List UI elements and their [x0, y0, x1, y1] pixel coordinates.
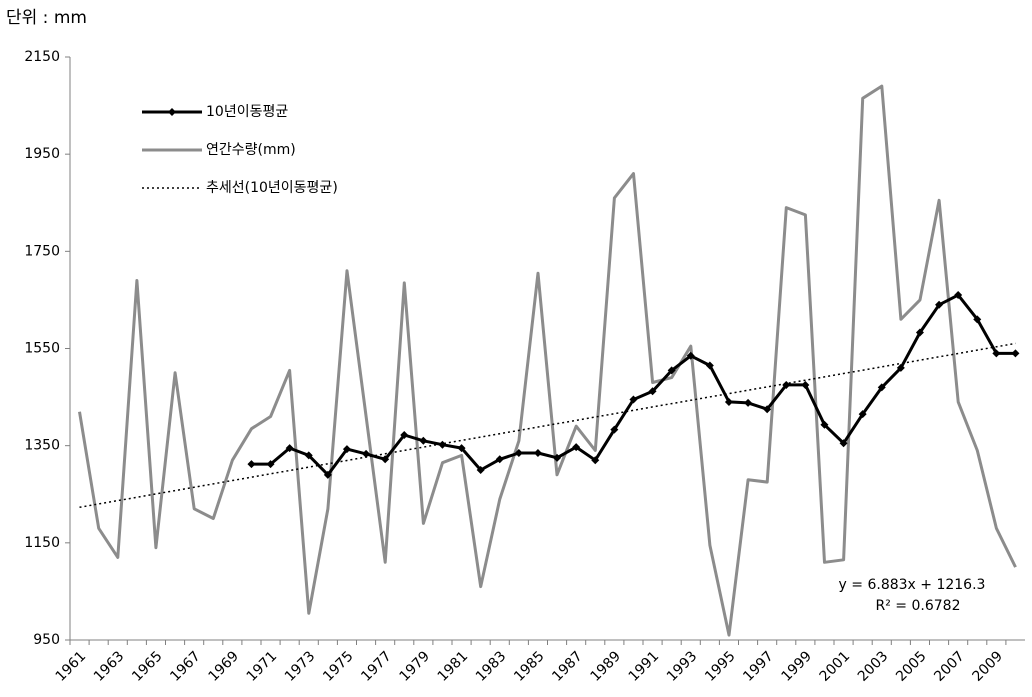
point-marker	[438, 440, 447, 449]
x-tick-label: 1963	[91, 648, 128, 685]
x-tick-label: 1967	[167, 648, 204, 685]
point-marker	[514, 448, 523, 457]
point-marker	[419, 436, 428, 445]
point-marker	[362, 449, 371, 458]
point-marker	[686, 351, 695, 360]
x-tick-label: 2003	[855, 648, 892, 685]
x-tick-label: 1979	[396, 648, 433, 685]
point-marker	[915, 328, 924, 337]
x-tick-label: 1969	[205, 648, 242, 685]
point-marker	[476, 465, 485, 474]
x-tick-label: 1999	[778, 648, 815, 685]
point-marker	[724, 397, 733, 406]
point-marker	[896, 363, 905, 372]
point-marker	[304, 451, 313, 460]
x-tick-label: 2001	[817, 648, 854, 685]
y-tick-label: 1350	[24, 438, 60, 454]
point-marker	[763, 405, 772, 414]
point-marker	[323, 470, 332, 479]
r-squared: R² = 0.6782	[876, 598, 961, 614]
point-marker	[1011, 349, 1020, 358]
x-tick-label: 1987	[549, 648, 586, 685]
series-line	[78, 84, 1017, 637]
point-marker	[457, 444, 466, 453]
x-tick-label: 1995	[702, 648, 739, 685]
y-tick-label: 1150	[24, 535, 60, 551]
x-tick-label: 1981	[435, 648, 472, 685]
unit-label: 단위 : mm	[6, 8, 87, 28]
x-tick-label: 1991	[626, 648, 663, 685]
y-tick-label: 1750	[24, 243, 60, 259]
point-marker	[400, 430, 409, 439]
point-marker	[744, 398, 753, 407]
x-tick-label: 2005	[893, 648, 930, 685]
legend-label: 연간수량(mm)	[206, 142, 296, 158]
series-line	[251, 293, 1016, 477]
point-marker	[954, 291, 963, 300]
x-tick-label: 1961	[53, 648, 90, 685]
x-tick-label: 1985	[511, 648, 548, 685]
x-tick-label: 1977	[358, 648, 395, 685]
point-marker	[629, 395, 638, 404]
point-marker	[858, 410, 867, 419]
point-marker	[553, 453, 562, 462]
legend-label: 10년이동평균	[206, 104, 288, 120]
x-tick-label: 1975	[320, 648, 357, 685]
y-tick-label: 1950	[24, 146, 60, 162]
point-marker	[610, 425, 619, 434]
point-marker	[285, 444, 294, 453]
x-tick-label: 1965	[129, 648, 166, 685]
point-marker	[648, 387, 657, 396]
point-marker	[782, 380, 791, 389]
point-marker	[935, 300, 944, 309]
point-marker	[820, 420, 829, 429]
legend-marker	[168, 108, 176, 116]
point-marker	[381, 455, 390, 464]
series-line	[79, 342, 1016, 509]
x-tick-label: 1993	[664, 648, 701, 685]
point-marker	[705, 361, 714, 370]
x-tick-label: 1983	[473, 648, 510, 685]
point-marker	[533, 448, 542, 457]
x-tick-label: 1971	[244, 648, 281, 685]
y-tick-label: 950	[33, 632, 60, 648]
point-marker	[801, 380, 810, 389]
point-marker	[667, 366, 676, 375]
x-tick-label: 2009	[969, 648, 1006, 685]
point-marker	[342, 445, 351, 454]
y-tick-label: 1550	[24, 341, 60, 357]
point-marker	[877, 383, 886, 392]
x-tick-label: 2007	[931, 648, 968, 685]
point-marker	[572, 443, 581, 452]
point-marker	[591, 456, 600, 465]
y-tick-label: 2150	[24, 49, 60, 65]
equation: y = 6.883x + 1216.3	[839, 577, 986, 593]
point-marker	[495, 455, 504, 464]
point-marker	[839, 439, 848, 448]
point-marker	[266, 460, 275, 469]
point-marker	[247, 460, 256, 469]
x-tick-label: 1989	[587, 648, 624, 685]
x-tick-label: 1973	[282, 648, 319, 685]
x-tick-label: 1997	[740, 648, 777, 685]
point-marker	[992, 349, 1001, 358]
point-marker	[973, 315, 982, 324]
legend-label: 추세선(10년이동평균)	[206, 180, 338, 196]
